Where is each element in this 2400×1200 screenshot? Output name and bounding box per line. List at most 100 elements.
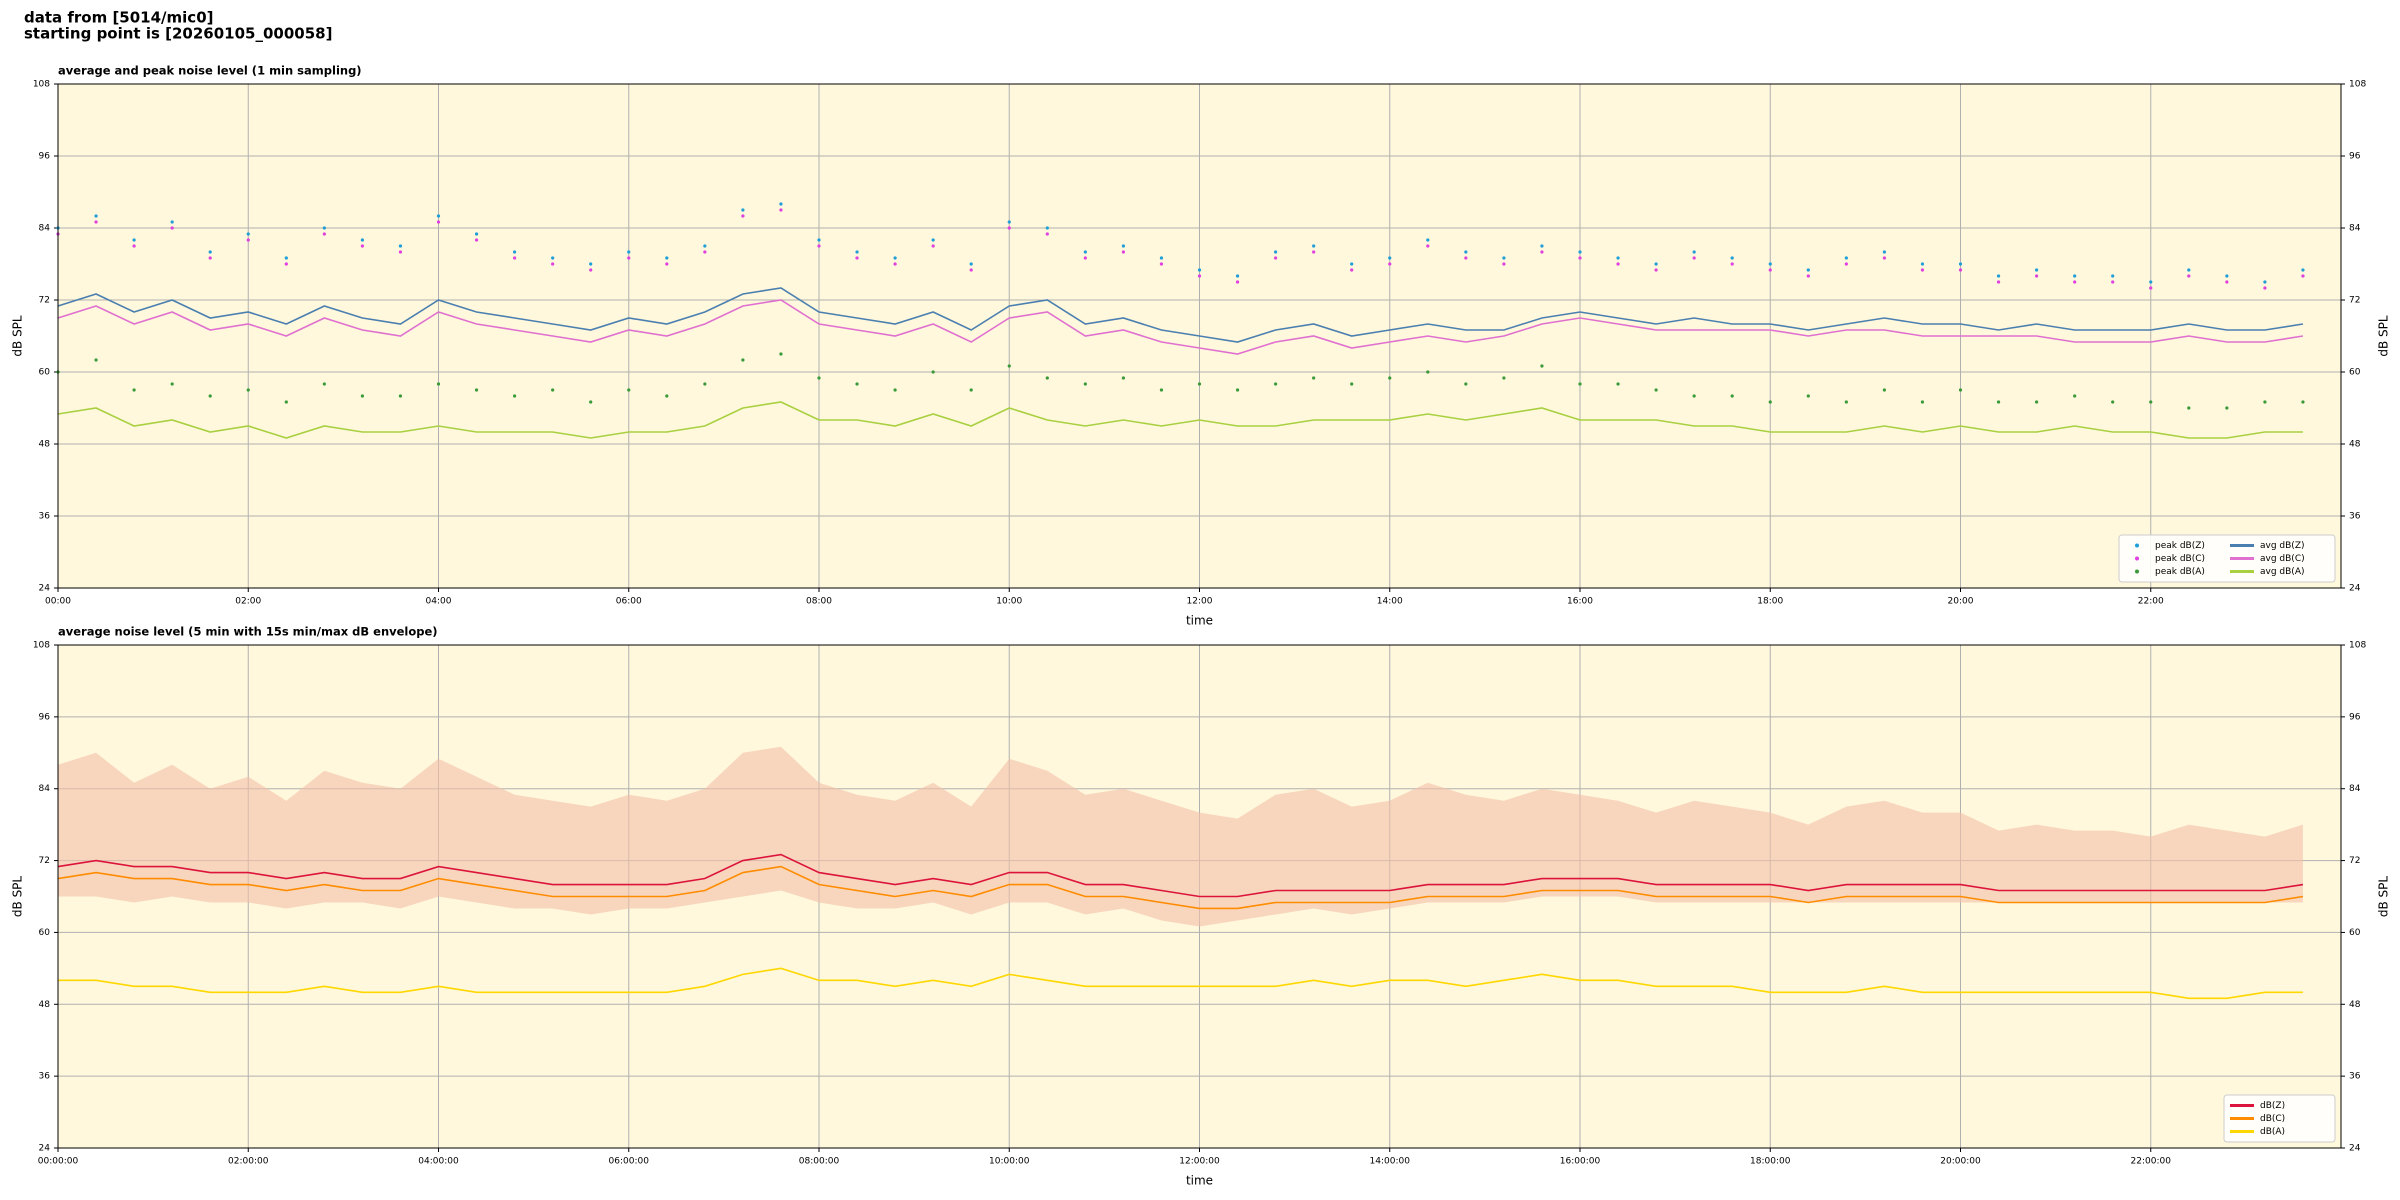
x-tick-label: 12:00 [1187,597,1213,607]
line-series [57,287,2304,343]
peak-point [94,214,98,218]
peak-point [703,250,707,254]
peak-point [817,244,821,248]
peak-point [893,388,897,392]
peak-point [1806,274,1810,278]
peak-point [1768,262,1772,266]
peak-point [208,394,212,398]
peak-point [1540,364,1544,368]
peak-point [2111,280,2115,284]
y-tick-label: 24 [39,584,51,594]
peak-point [1654,268,1658,272]
peak-point [2225,274,2229,278]
peak-point [398,394,403,398]
peak-point [360,244,364,248]
x-tick-label: 14:00:00 [1370,1157,1411,1167]
peak-point [1958,388,1963,392]
peak-point [2035,400,2039,404]
peak-point [1464,256,1468,260]
peak-point [1768,268,1772,272]
y-tick-label: 108 [33,80,50,90]
peak-point [2187,268,2191,272]
line-series [57,299,2304,355]
legend-label: avg dB(A) [2260,567,2304,577]
peak-point [779,208,783,212]
peak-point [893,262,897,266]
y-axis-label: dB SPL [2377,315,2391,357]
peak-point [2073,280,2077,284]
peak-point [513,394,517,398]
peak-point [246,232,250,236]
y-tick-label: 60 [2349,368,2361,378]
peak-point [589,400,593,404]
peak-point [1996,280,2001,284]
y-tick-label: 36 [39,512,51,522]
legend-label: avg dB(Z) [2260,541,2305,551]
peak-point [1958,262,1963,266]
peak-point [94,220,98,224]
peak-point [2073,394,2077,398]
peak-point [170,226,174,230]
peak-point [322,226,326,230]
peak-point [1121,244,1125,248]
peak-point [1235,280,1240,284]
peak-point [969,262,973,266]
y-tick-label: 48 [39,440,51,450]
x-tick-label: 20:00 [1948,597,1974,607]
peak-point [2263,286,2267,290]
legend-label: dB(C) [2260,1114,2285,1124]
peak-point [1312,250,1316,254]
x-tick-label: 02:00 [235,597,261,607]
peak-point [1464,382,1468,386]
peak-point [2073,274,2077,278]
x-axis-label: time [1186,1174,1213,1188]
peak-point [893,256,897,260]
peak-point [1388,262,1392,266]
peak-point [627,250,631,254]
peak-point [551,262,555,266]
peak-point [284,256,288,260]
peak-point [132,238,136,242]
peak-point [1844,400,1848,404]
peak-point [2301,274,2305,278]
peak-point [132,244,136,248]
peak-point [513,250,517,254]
y-tick-label: 108 [2349,80,2366,90]
peak-point [1502,262,1506,266]
peak-point [1007,364,1011,368]
peak-point [1312,376,1316,380]
peak-point [1730,394,1734,398]
chart-title: average noise level (5 min with 15s min/… [58,625,438,639]
peak-point [1388,376,1392,380]
peak-point [1045,232,1049,236]
peak-point [1502,376,1506,380]
peak-point [2225,406,2229,410]
line-series [58,967,2303,1000]
peak-point [1882,388,1886,392]
y-tick-label: 72 [2349,856,2360,866]
peak-point [1540,244,1544,248]
peak-point [1350,382,1354,386]
peak-point [2301,268,2305,272]
y-tick-label: 96 [39,712,51,722]
peak-point [703,244,707,248]
peak-point [246,238,250,242]
x-tick-label: 00:00 [45,597,71,607]
peak-point [1007,220,1011,224]
peak-point [1806,394,1810,398]
peak-point [474,232,479,236]
x-tick-label: 08:00 [806,597,832,607]
peak-point [665,394,669,398]
peak-point [2263,280,2267,284]
peak-point [1197,274,1202,278]
y-tick-label: 48 [2349,440,2361,450]
x-tick-label: 02:00:00 [228,1157,269,1167]
peak-point [589,268,593,272]
x-tick-label: 14:00 [1377,597,1403,607]
peak-point [322,382,326,386]
peak-point [741,358,745,362]
peak-point [1274,382,1278,386]
peak-point [436,220,441,224]
chart-title: average and peak noise level (1 min samp… [58,64,362,78]
